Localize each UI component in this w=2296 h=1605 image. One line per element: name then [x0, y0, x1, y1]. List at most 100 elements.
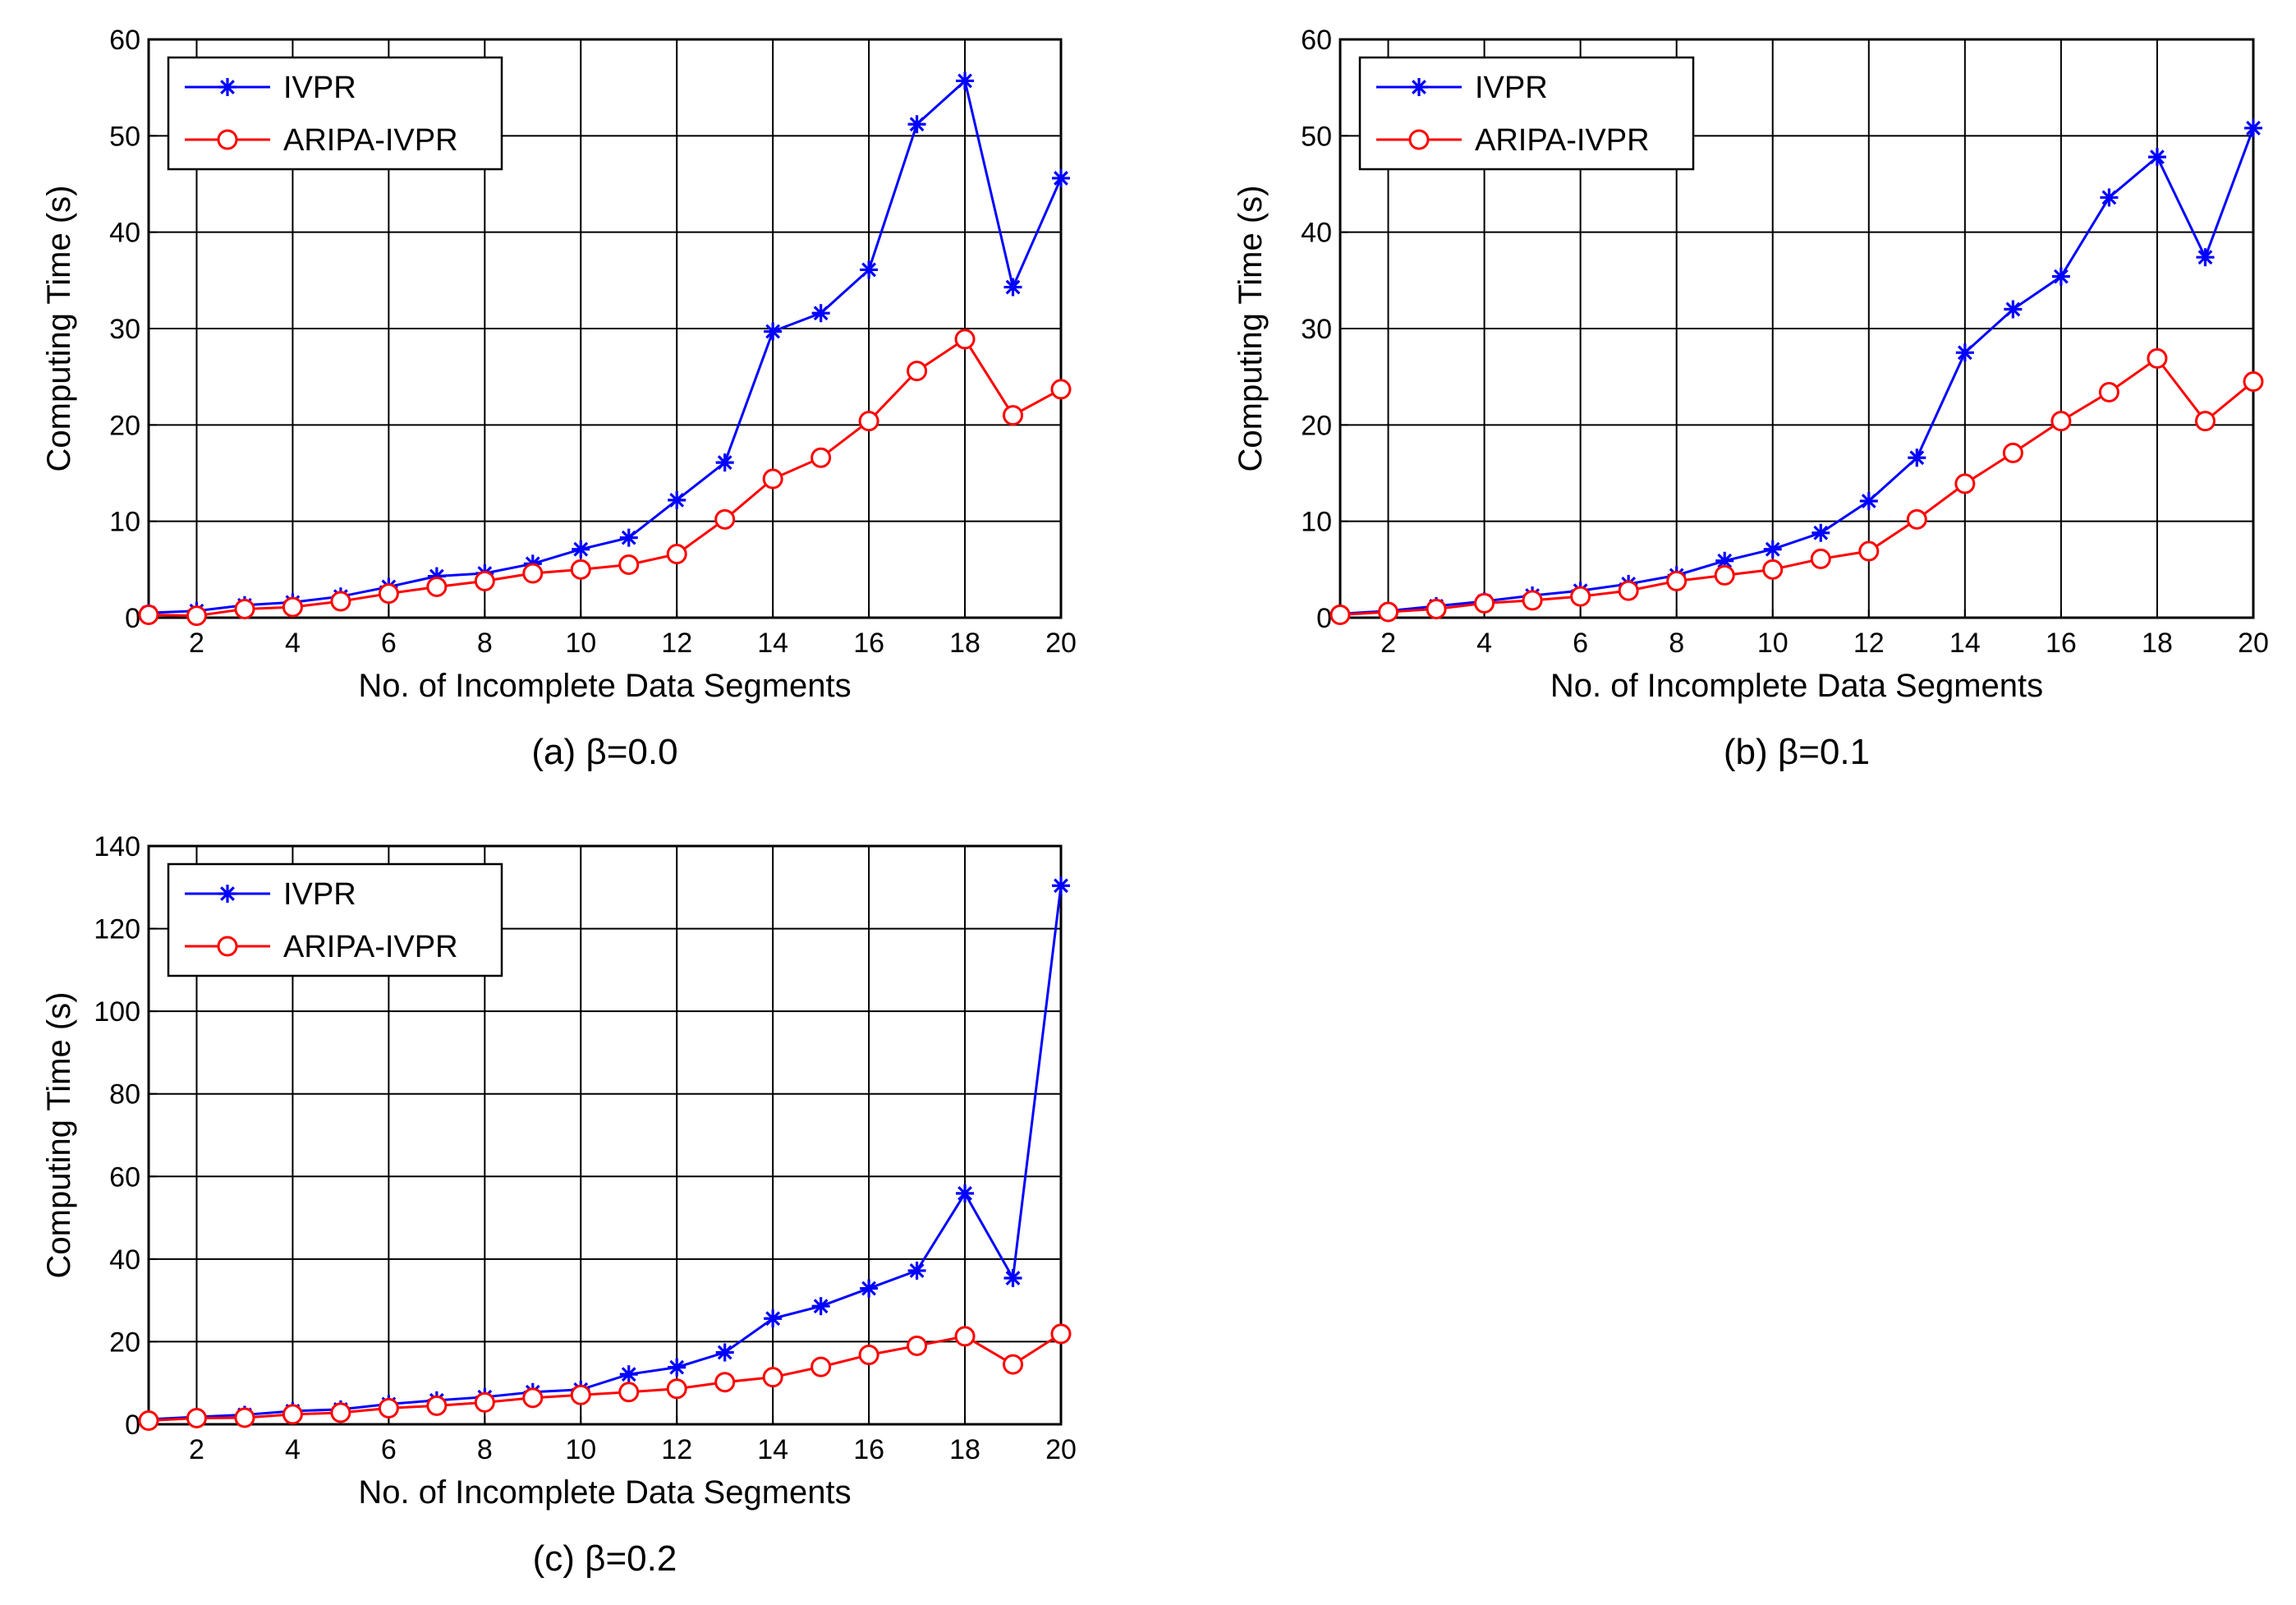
data-point-star	[715, 1343, 734, 1362]
y-tick-label: 60	[1301, 25, 1332, 56]
x-tick-label: 2	[189, 628, 204, 659]
chart-1: 2 4 6 8 10 12 14 16 18 20 0 10 20 30 40 50 60 No. of Inco…	[41, 25, 1077, 772]
data-point-circle	[426, 1395, 448, 1416]
data-point-circle	[858, 1345, 879, 1366]
data-point-star	[907, 1261, 926, 1280]
data-point-star	[2196, 248, 2215, 267]
x-tick-label: 18	[949, 628, 980, 659]
data-point-circle	[1378, 601, 1399, 623]
x-tick-label: 4	[285, 1434, 301, 1465]
y-tick-label: 20	[109, 410, 140, 441]
data-point-circle	[474, 570, 495, 591]
y-axis-label: Computing Time (s)	[1233, 186, 1269, 472]
data-point-star	[715, 453, 734, 472]
y-tick-label: 100	[94, 996, 140, 1028]
data-point-circle	[330, 1402, 351, 1423]
data-point-star	[860, 260, 879, 279]
plot-frame	[147, 844, 1063, 1426]
data-point-circle	[186, 605, 207, 627]
data-point-star	[907, 115, 926, 134]
y-tick-label: 0	[125, 1410, 140, 1441]
data-point-star	[1052, 168, 1070, 187]
legend-label: ARIPA-IVPR	[283, 123, 458, 158]
data-point-circle	[2243, 371, 2264, 393]
data-point-star	[619, 1365, 638, 1384]
data-point-star	[1003, 278, 1022, 297]
data-point-circle	[907, 361, 928, 382]
x-tick-label: 12	[1853, 628, 1885, 659]
data-point-star	[1715, 551, 1734, 570]
x-tick-label: 14	[757, 1434, 788, 1465]
legend-box	[167, 56, 503, 171]
data-point-circle	[618, 554, 640, 575]
data-point-star	[668, 1358, 687, 1377]
data-point-star	[764, 322, 783, 341]
legend-box	[167, 862, 503, 977]
x-tick-label: 2	[189, 1434, 204, 1465]
legend-label: IVPR	[1475, 71, 1548, 105]
data-point-circle	[522, 1387, 544, 1409]
x-axis-label: No. of Incomplete Data Segments	[358, 1474, 851, 1511]
y-axis-label: Computing Time (s)	[41, 992, 77, 1279]
data-point-circle	[378, 583, 399, 605]
x-axis-label: No. of Incomplete Data Segments	[1550, 668, 2043, 704]
data-point-star	[860, 1279, 879, 1298]
data-point-circle	[2098, 381, 2119, 402]
data-point-star	[1052, 876, 1070, 895]
x-tick-label: 6	[381, 1434, 397, 1465]
data-point-star	[1812, 523, 1830, 542]
data-point-circle	[1858, 540, 1880, 562]
data-point-circle	[618, 1382, 640, 1403]
data-point-star	[956, 71, 975, 90]
data-point-circle	[378, 1397, 399, 1419]
data-point-circle	[138, 1410, 159, 1431]
y-tick-label: 30	[109, 314, 140, 345]
legend: IVPR ARIPA-IVPR	[1358, 56, 1695, 171]
data-point-circle	[570, 1384, 591, 1405]
data-point-star	[2051, 267, 2070, 286]
data-point-circle	[1570, 586, 1591, 607]
x-tick-label: 10	[565, 628, 596, 659]
y-tick-label: 50	[1301, 121, 1332, 152]
y-tick-label: 0	[125, 603, 140, 634]
data-point-star	[811, 1297, 830, 1316]
series-aripa-ivpr	[1329, 347, 2264, 625]
chart-caption: (a) β=0.0	[531, 732, 677, 772]
data-point-circle	[858, 411, 879, 432]
y-tick-label: 60	[109, 1161, 140, 1193]
chart-2: 2 4 6 8 10 12 14 16 18 20 0 10 20 30 40 50 60 No. of Inco…	[1233, 25, 2269, 772]
legend-marker-circle	[217, 936, 238, 957]
y-tick-label: 60	[109, 25, 140, 56]
legend-marker-star	[218, 78, 236, 96]
legend-box	[1358, 56, 1695, 171]
y-tick-label: 10	[109, 507, 140, 538]
data-point-circle	[714, 508, 736, 530]
data-point-star	[1003, 1268, 1022, 1287]
y-tick-label: 120	[94, 914, 140, 945]
data-point-circle	[1474, 592, 1495, 614]
x-tick-label: 4	[1476, 628, 1492, 659]
data-point-circle	[522, 563, 544, 584]
y-tick-label: 30	[1301, 314, 1332, 345]
y-tick-label: 20	[1301, 410, 1332, 441]
x-tick-label: 20	[1045, 628, 1077, 659]
y-tick-label: 140	[94, 831, 140, 862]
data-point-circle	[954, 1326, 976, 1347]
x-tick-label: 20	[1045, 1434, 1077, 1465]
data-point-star	[764, 1309, 783, 1328]
y-tick-label: 50	[109, 121, 140, 152]
data-point-circle	[234, 598, 255, 619]
x-tick-label: 8	[477, 628, 493, 659]
data-point-circle	[1003, 405, 1024, 426]
chart-caption: (b) β=0.1	[1724, 732, 1870, 772]
legend: IVPR ARIPA-IVPR	[167, 56, 503, 171]
legend-marker-circle	[1408, 129, 1430, 150]
data-point-circle	[1050, 379, 1072, 400]
x-tick-label: 16	[853, 1434, 884, 1465]
data-point-circle	[810, 1356, 832, 1377]
x-tick-label: 18	[2142, 628, 2173, 659]
data-point-star	[668, 490, 687, 509]
y-tick-label: 20	[109, 1327, 140, 1358]
legend-label: ARIPA-IVPR	[283, 930, 458, 964]
